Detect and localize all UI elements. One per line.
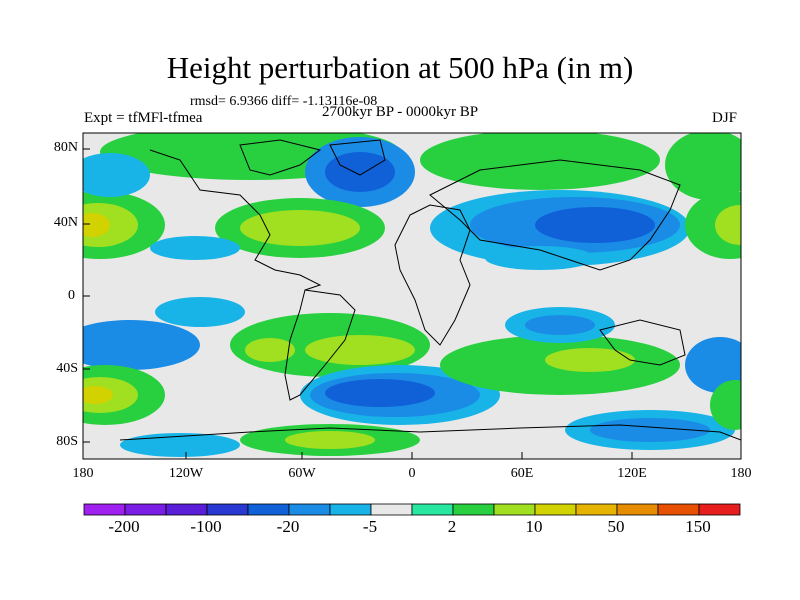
colorbar-label: 150 [685, 517, 711, 536]
colorbar-swatch [370, 503, 413, 516]
colorbar-label: 2 [447, 517, 457, 536]
coastlines [119, 139, 741, 441]
lon-label: 180 [72, 466, 94, 481]
axis-ticks [83, 148, 633, 459]
negative-anomaly-south-pacific [83, 320, 200, 370]
lon-label: 0 [408, 466, 416, 481]
lat-label: 80S [56, 434, 78, 449]
colorbar-label: -5 [362, 517, 378, 536]
contour-field [83, 133, 741, 459]
colorbar-swatch [657, 503, 700, 516]
colorbar-swatch [534, 503, 577, 516]
lon-label: 120W [168, 466, 204, 481]
colorbar-swatch [452, 503, 495, 516]
colorbar-swatch [124, 503, 167, 516]
colorbar-label: 50 [607, 517, 625, 536]
experiment-label: Expt = tfMFl-tfmea [84, 110, 203, 126]
colorbar-label: -20 [276, 517, 300, 536]
lat-label: 40N [53, 215, 78, 230]
positive-anomaly-eurasia-north [420, 133, 660, 190]
colorbar-swatch [575, 503, 618, 516]
colorbar-swatch [329, 503, 372, 516]
colorbar-swatch [411, 503, 454, 516]
colorbar [83, 503, 741, 516]
lat-label: 40S [56, 361, 78, 376]
period-label: 2700kyr BP - 0000kyr BP [322, 104, 479, 120]
lat-label: 0 [68, 288, 75, 303]
colorbar-swatch [288, 503, 331, 516]
colorbar-label: -100 [190, 517, 222, 536]
lon-label: 120E [617, 466, 647, 481]
season-label: DJF [712, 110, 738, 126]
colorbar-swatch [206, 503, 249, 516]
positive-anomaly-pacific-north [665, 133, 741, 200]
colorbar-label: 10 [525, 517, 543, 536]
colorbar-swatch [247, 503, 290, 516]
stats-text: rmsd= 6.9366 diff= -1.13116e-08 [190, 94, 378, 109]
colorbar-swatch [165, 503, 208, 516]
colorbar-swatch [616, 503, 659, 516]
map-title: Height perturbation at 500 hPa (in m) [166, 50, 634, 85]
colorbar-label: -200 [108, 517, 140, 536]
colorbar-swatch [83, 503, 126, 516]
lon-label: 60E [510, 466, 534, 481]
lon-label: 60W [288, 466, 316, 481]
lat-label: 80N [53, 140, 78, 155]
colorbar-swatch [493, 503, 536, 516]
lon-label: 180 [730, 466, 752, 481]
colorbar-swatch [698, 503, 741, 516]
